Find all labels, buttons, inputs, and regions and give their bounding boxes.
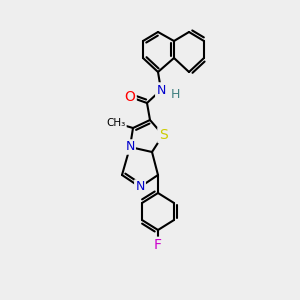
Text: N: N bbox=[125, 140, 135, 154]
Text: CH₃: CH₃ bbox=[106, 118, 126, 128]
Text: O: O bbox=[124, 90, 135, 104]
Text: F: F bbox=[154, 238, 162, 252]
Text: N: N bbox=[156, 83, 166, 97]
Text: S: S bbox=[159, 128, 167, 142]
Text: N: N bbox=[135, 181, 145, 194]
Text: H: H bbox=[170, 88, 180, 100]
